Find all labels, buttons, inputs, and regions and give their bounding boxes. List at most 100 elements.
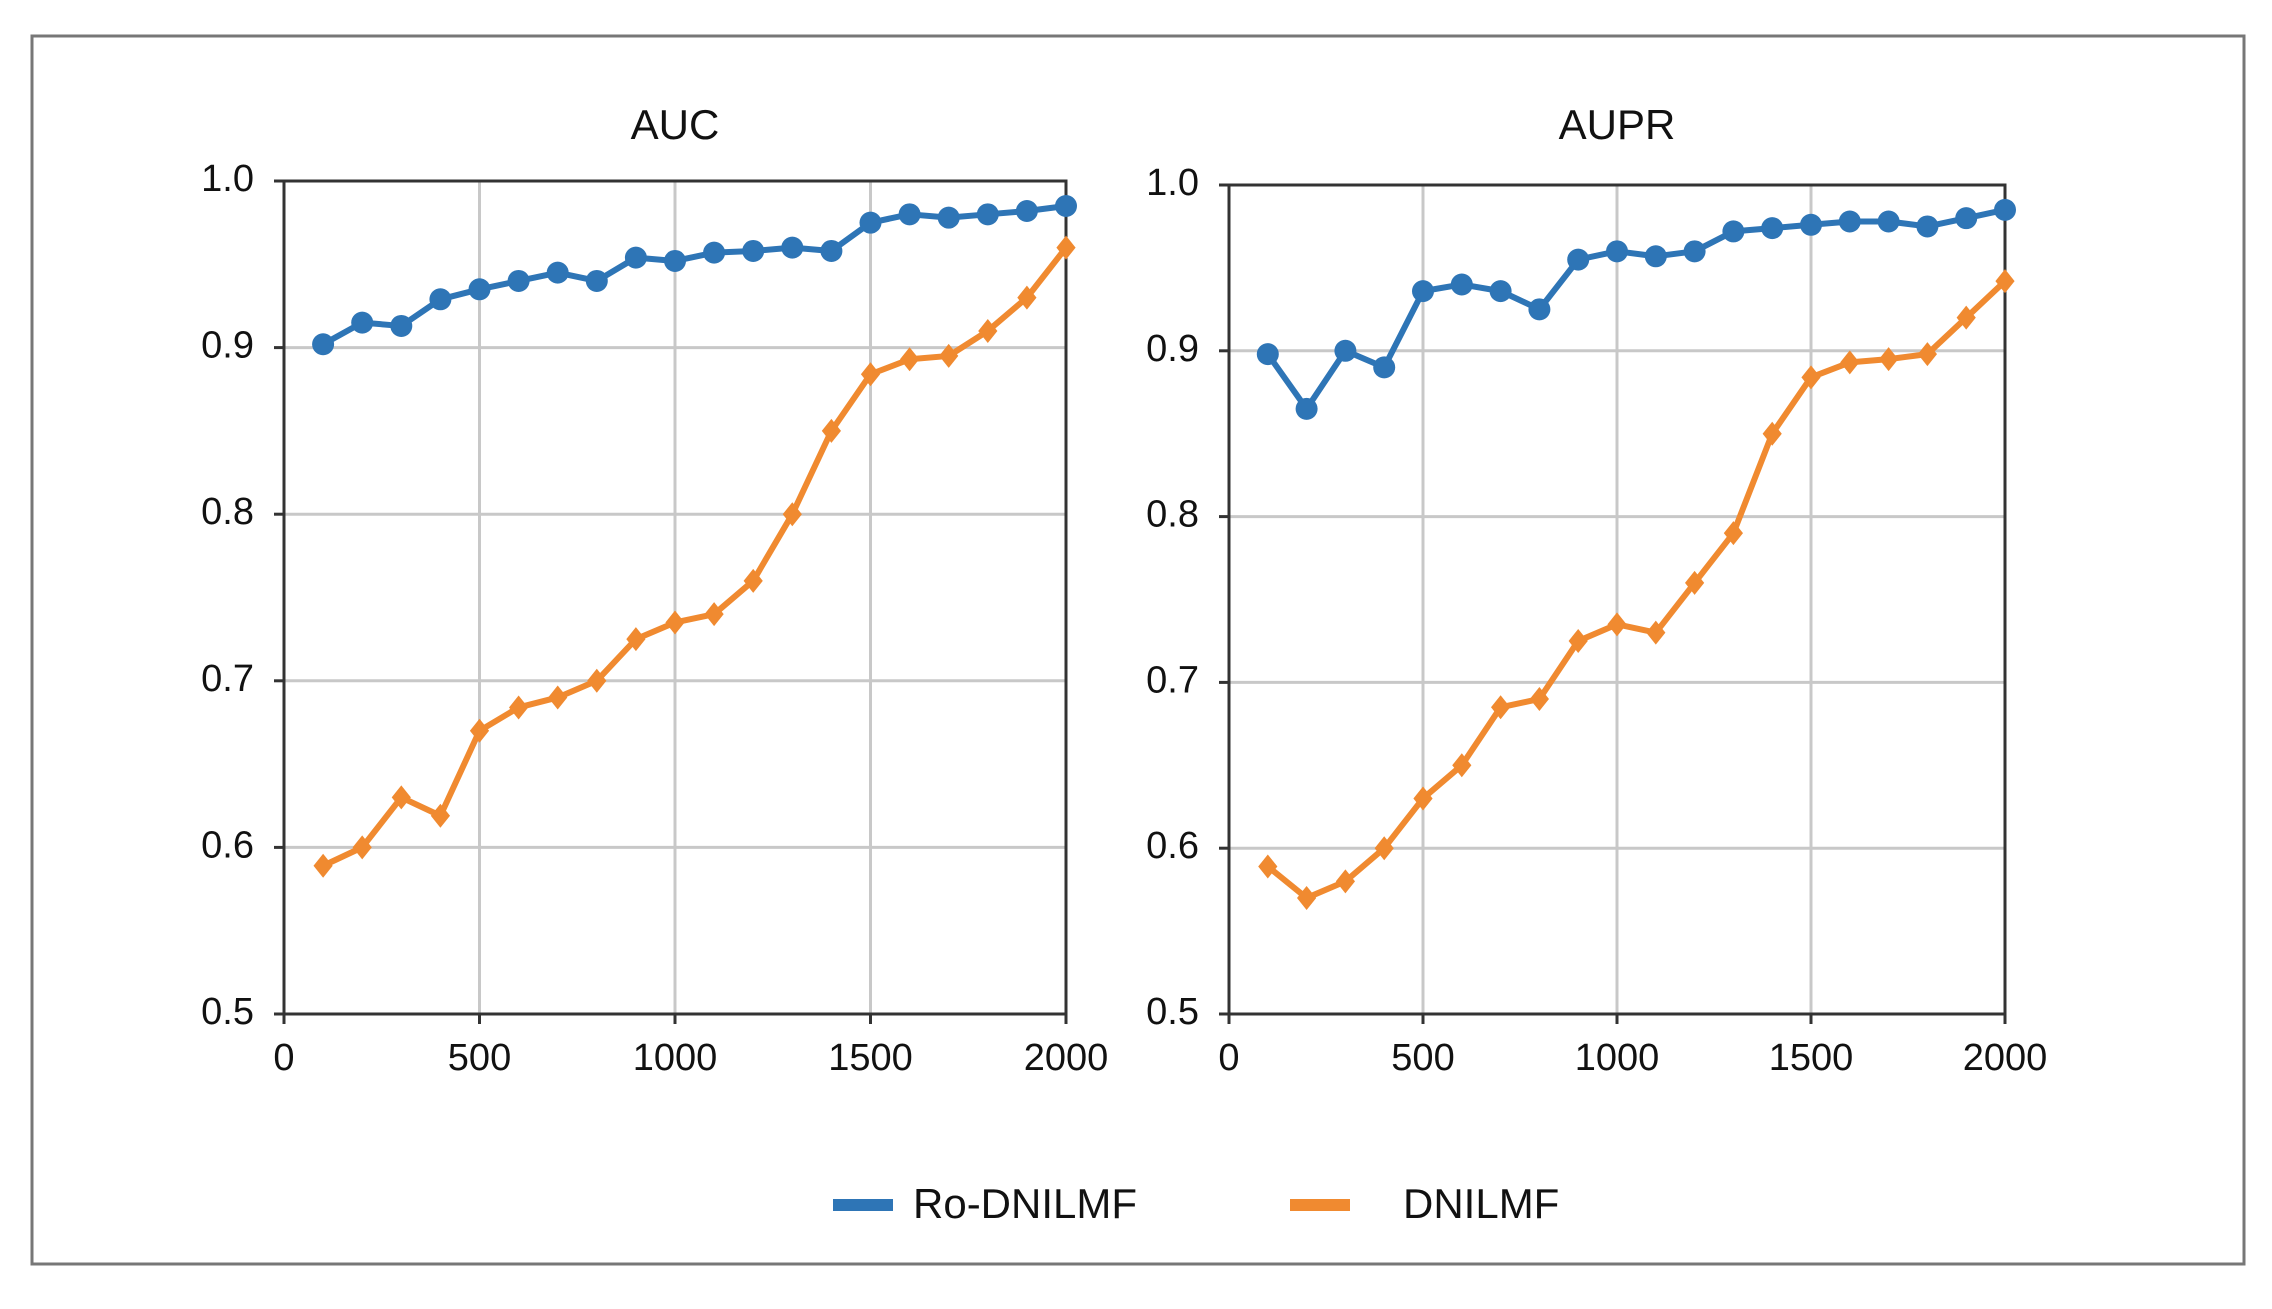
data-point: [898, 203, 921, 226]
x-tick-label: 1000: [633, 1037, 718, 1079]
y-tick-label: 0.9: [1146, 328, 1199, 370]
x-tick-label: 1500: [1769, 1037, 1854, 1079]
data-point: [900, 347, 920, 372]
y-tick-label: 0.7: [1146, 659, 1199, 701]
x-tick-label: 1500: [828, 1037, 913, 1079]
data-point: [1800, 213, 1822, 236]
data-point: [429, 288, 452, 311]
data-point: [1450, 273, 1473, 296]
data-point: [1335, 869, 1355, 894]
data-point: [820, 239, 843, 262]
data-point: [1762, 421, 1782, 446]
x-tick-label: 1000: [1575, 1037, 1660, 1079]
data-point: [430, 803, 450, 828]
data-point: [1256, 343, 1279, 366]
data-point: [782, 502, 802, 527]
data-point: [585, 269, 608, 292]
data-point: [1877, 210, 1900, 233]
data-point: [859, 211, 882, 234]
x-tick-label: 500: [1391, 1037, 1454, 1079]
data-point: [664, 249, 686, 272]
data-point: [548, 685, 568, 710]
data-point: [1374, 836, 1394, 861]
data-point: [587, 668, 607, 693]
data-point: [1722, 220, 1745, 243]
x-tick-label: 0: [1218, 1037, 1239, 1079]
x-tick-label: 2000: [1963, 1037, 2048, 1079]
data-point: [939, 343, 959, 368]
data-point: [1917, 342, 1937, 367]
data-point: [1916, 215, 1939, 238]
data-point: [1258, 854, 1278, 879]
y-tick-label: 1.0: [201, 158, 254, 200]
plot-frame: [282, 179, 1068, 1016]
data-point: [1723, 521, 1743, 546]
data-point: [1995, 269, 2015, 294]
data-point: [390, 314, 413, 337]
data-point: [1055, 194, 1077, 217]
data-point: [313, 853, 333, 878]
data-point: [1491, 695, 1511, 720]
y-tick-label: 0.5: [1146, 991, 1199, 1033]
data-point: [1413, 786, 1433, 811]
y-tick-label: 1.0: [1146, 162, 1199, 204]
data-point: [1955, 207, 1978, 230]
plot-frame: [1227, 183, 2007, 1016]
y-tick-label: 0.6: [1146, 825, 1199, 867]
data-point: [1683, 240, 1706, 263]
data-point: [1017, 285, 1037, 310]
data-point: [742, 239, 765, 262]
data-point: [1838, 210, 1861, 233]
data-point: [626, 627, 646, 652]
data-point: [1568, 628, 1588, 653]
x-tick-label: 0: [273, 1037, 294, 1079]
data-point: [665, 610, 685, 635]
data-point: [937, 206, 960, 229]
legend-label: DNILMF: [1403, 1180, 1559, 1227]
data-point: [1685, 570, 1705, 595]
data-point: [507, 269, 530, 292]
data-point: [546, 261, 569, 284]
data-point: [312, 333, 335, 356]
y-tick-label: 0.8: [201, 491, 254, 533]
data-point: [1879, 347, 1899, 372]
data-point: [469, 718, 490, 743]
data-point: [1761, 217, 1784, 240]
x-tick-label: 2000: [1024, 1037, 1109, 1079]
data-point: [743, 568, 763, 593]
data-point: [509, 695, 529, 720]
data-point: [704, 602, 724, 627]
data-point: [781, 236, 804, 259]
data-point: [391, 785, 411, 810]
data-point: [468, 278, 491, 301]
data-point: [860, 362, 881, 387]
data-point: [1334, 339, 1357, 362]
data-point: [1956, 305, 1976, 330]
data-point: [1412, 280, 1434, 303]
data-point: [976, 203, 999, 226]
data-point: [1607, 612, 1627, 637]
data-point: [1015, 199, 1038, 222]
data-point: [821, 418, 841, 443]
data-point: [1297, 885, 1317, 910]
y-tick-label: 0.6: [201, 824, 254, 866]
chart-title: AUC: [631, 101, 720, 148]
data-point: [1373, 356, 1396, 379]
data-point: [1529, 686, 1549, 711]
figure-border: [30, 34, 2246, 1266]
data-point: [978, 318, 998, 343]
data-point: [703, 241, 726, 264]
data-point: [1295, 397, 1318, 420]
y-tick-label: 0.8: [1146, 494, 1199, 536]
y-tick-label: 0.7: [201, 658, 254, 700]
data-point: [351, 311, 374, 334]
data-point: [1528, 298, 1551, 321]
chart-title: AUPR: [1559, 101, 1676, 148]
legend-label: Ro-DNILMF: [913, 1180, 1137, 1227]
data-point: [1646, 620, 1666, 645]
data-point: [1606, 240, 1628, 263]
data-point: [1840, 350, 1860, 375]
y-tick-label: 0.5: [201, 991, 254, 1033]
data-point: [624, 246, 647, 269]
